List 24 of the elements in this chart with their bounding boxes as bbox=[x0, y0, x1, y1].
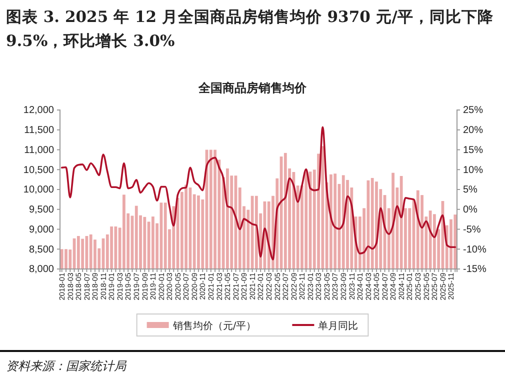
y2-tick-label: -10% bbox=[463, 244, 486, 256]
y2-tick-label: -5% bbox=[463, 224, 481, 236]
y-tick-label: 8,000 bbox=[28, 264, 54, 276]
y-tick-label: 9,000 bbox=[28, 224, 54, 236]
y-tick-label: 11,500 bbox=[24, 125, 54, 136]
y-tick-label: 12,000 bbox=[23, 105, 54, 116]
y2-tick-label: 0% bbox=[463, 204, 478, 216]
y-tick-label: 8,500 bbox=[28, 244, 54, 256]
chart-title: 图表 3. 2025 年 12 月全国商品房销售均价 9370 元/平，同比下降 9.5%，环比增长 3.0% bbox=[6, 7, 499, 50]
y2-tick-label: 25% bbox=[463, 105, 484, 116]
y-tick-label: 9,500 bbox=[28, 204, 54, 216]
y2-tick-label: 10% bbox=[463, 164, 484, 176]
y-tick-label: 10,500 bbox=[23, 164, 54, 176]
y-tick-label: 11,000 bbox=[24, 144, 54, 156]
legend-label: 销售均价（元/平） bbox=[172, 320, 256, 332]
y2-tick-label: 5% bbox=[463, 184, 478, 196]
line-series bbox=[60, 126, 456, 260]
y2-tick-label: 15% bbox=[463, 144, 484, 156]
chart-subtitle: 全国商品房销售均价 bbox=[198, 81, 308, 95]
text: 资料来源：国家统计局 bbox=[6, 359, 127, 373]
y-tick-label: 10,000 bbox=[23, 184, 54, 196]
y2-tick-label: -15% bbox=[463, 264, 486, 276]
legend-label: 单月同比 bbox=[318, 320, 358, 332]
y2-tick-label: 20% bbox=[463, 125, 484, 136]
